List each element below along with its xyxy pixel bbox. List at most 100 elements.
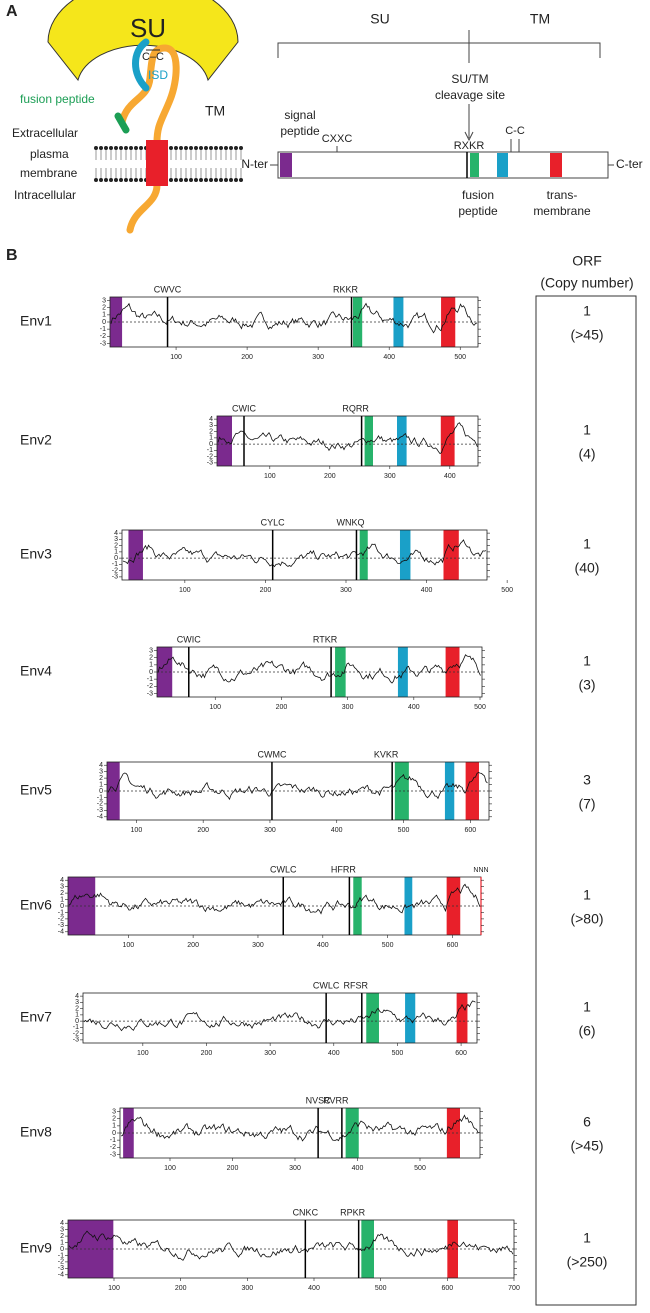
y-tick-label: -4	[97, 814, 103, 821]
lipid-head	[169, 146, 173, 150]
y-tick-label: 2	[102, 305, 106, 312]
y-tick-label: 0	[60, 903, 64, 910]
x-tick-label: 500	[454, 354, 466, 361]
x-tick-label: 200	[201, 1050, 213, 1057]
y-tick-label: 1	[112, 1123, 116, 1130]
y-tick-label: 3	[112, 1108, 116, 1115]
isd-region	[405, 993, 416, 1043]
orf-header: ORF	[572, 253, 602, 269]
y-tick-label: 0	[99, 788, 103, 795]
copy-number: (6)	[578, 1023, 595, 1039]
hydrophobicity-trace	[107, 771, 488, 801]
y-tick-label: -2	[112, 567, 118, 574]
x-tick-label: 600	[447, 942, 459, 949]
x-tick-label: 400	[444, 473, 456, 480]
lipid-head	[124, 178, 128, 182]
y-tick-label: -1	[207, 447, 213, 454]
x-tick-label: 600	[464, 827, 476, 834]
env-name: Env4	[20, 663, 52, 679]
fusion-region	[366, 993, 379, 1043]
intracellular-text: Intracellular	[14, 188, 76, 202]
lipid-head	[239, 178, 243, 182]
fusion-region	[359, 530, 368, 580]
env-chain	[118, 44, 180, 234]
x-tick-label: 100	[170, 354, 182, 361]
x-tick-label: 200	[187, 942, 199, 949]
orf-number: 1	[583, 999, 591, 1015]
lipid-head	[184, 146, 188, 150]
x-tick-label: 300	[252, 942, 264, 949]
fusion-label: fusion	[462, 188, 494, 202]
motif-label: CWLC	[270, 864, 297, 874]
lipid-head	[109, 146, 113, 150]
y-tick-label: 3	[149, 647, 153, 654]
y-tick-label: -1	[97, 794, 103, 801]
y-tick-label: -3	[73, 1037, 79, 1044]
y-tick-label: 0	[149, 669, 153, 676]
hydrophobicity-trace	[157, 654, 481, 684]
x-tick-label: 100	[122, 942, 134, 949]
y-tick-label: 4	[75, 993, 79, 1000]
signal-region	[110, 297, 123, 347]
env-name: Env9	[20, 1240, 52, 1256]
lipid-head	[114, 178, 118, 182]
plasma-text: plasma	[30, 147, 69, 161]
copy-number: (>45)	[570, 1138, 603, 1154]
y-tick-label: 1	[99, 781, 103, 788]
hydrophobicity-trace	[122, 539, 487, 568]
y-tick-label: -3	[100, 340, 106, 347]
hydrophobicity-trace	[110, 302, 478, 334]
orf-number: 1	[583, 1230, 591, 1246]
hydrophobicity-trace	[217, 422, 478, 455]
y-tick-label: 0	[75, 1018, 79, 1025]
x-tick-label: 300	[289, 1165, 301, 1172]
y-tick-label: 3	[60, 1227, 64, 1234]
y-tick-label: -1	[100, 326, 106, 333]
hydrophobicity-trace	[83, 1000, 476, 1032]
isd-region	[399, 530, 411, 580]
lipid-head	[204, 146, 208, 150]
tm-region	[441, 297, 456, 347]
motif-label: CWIC	[232, 403, 256, 413]
y-tick-label: 1	[149, 662, 153, 669]
y-tick-label: 0	[114, 555, 118, 562]
y-tick-label: -4	[58, 1272, 64, 1279]
y-tick-label: -4	[58, 929, 64, 936]
rxkr-text: RXKR	[454, 140, 485, 152]
x-tick-label: 100	[108, 1285, 120, 1292]
orf-header: (Copy number)	[540, 275, 633, 291]
y-tick-label: 3	[102, 297, 106, 304]
isd-box	[497, 153, 508, 177]
hydrophobicity-trace	[120, 1114, 480, 1142]
y-tick-label: 1	[209, 435, 213, 442]
y-tick-label: 0	[102, 319, 106, 326]
x-tick-label: 600	[455, 1050, 467, 1057]
orf-number: 1	[583, 653, 591, 669]
x-tick-label: 500	[382, 942, 394, 949]
x-tick-label: 600	[441, 1285, 453, 1292]
tm-region	[445, 647, 460, 697]
x-tick-label: 400	[421, 587, 433, 594]
copy-number: (>45)	[570, 327, 603, 343]
x-tick-label: 500	[414, 1165, 426, 1172]
copy-number: (>250)	[567, 1254, 608, 1270]
orf-number: 3	[583, 772, 591, 788]
tm-text: TM	[205, 103, 225, 119]
y-tick-label: -1	[110, 1137, 116, 1144]
y-tick-label: -3	[207, 460, 213, 467]
x-tick-label: 500	[392, 1050, 404, 1057]
lipid-head	[189, 146, 193, 150]
lipid-head	[189, 178, 193, 182]
signal-box	[280, 153, 292, 177]
signal-text: signal	[284, 108, 315, 122]
y-tick-label: 2	[60, 890, 64, 897]
orf-number: 6	[583, 1114, 591, 1130]
lipid-head	[229, 178, 233, 182]
bracket	[270, 30, 614, 166]
x-tick-label: 400	[331, 827, 343, 834]
y-tick-label: 1	[75, 1012, 79, 1019]
lipid-head	[134, 146, 138, 150]
x-tick-label: 400	[383, 354, 395, 361]
lipid-head	[174, 146, 178, 150]
